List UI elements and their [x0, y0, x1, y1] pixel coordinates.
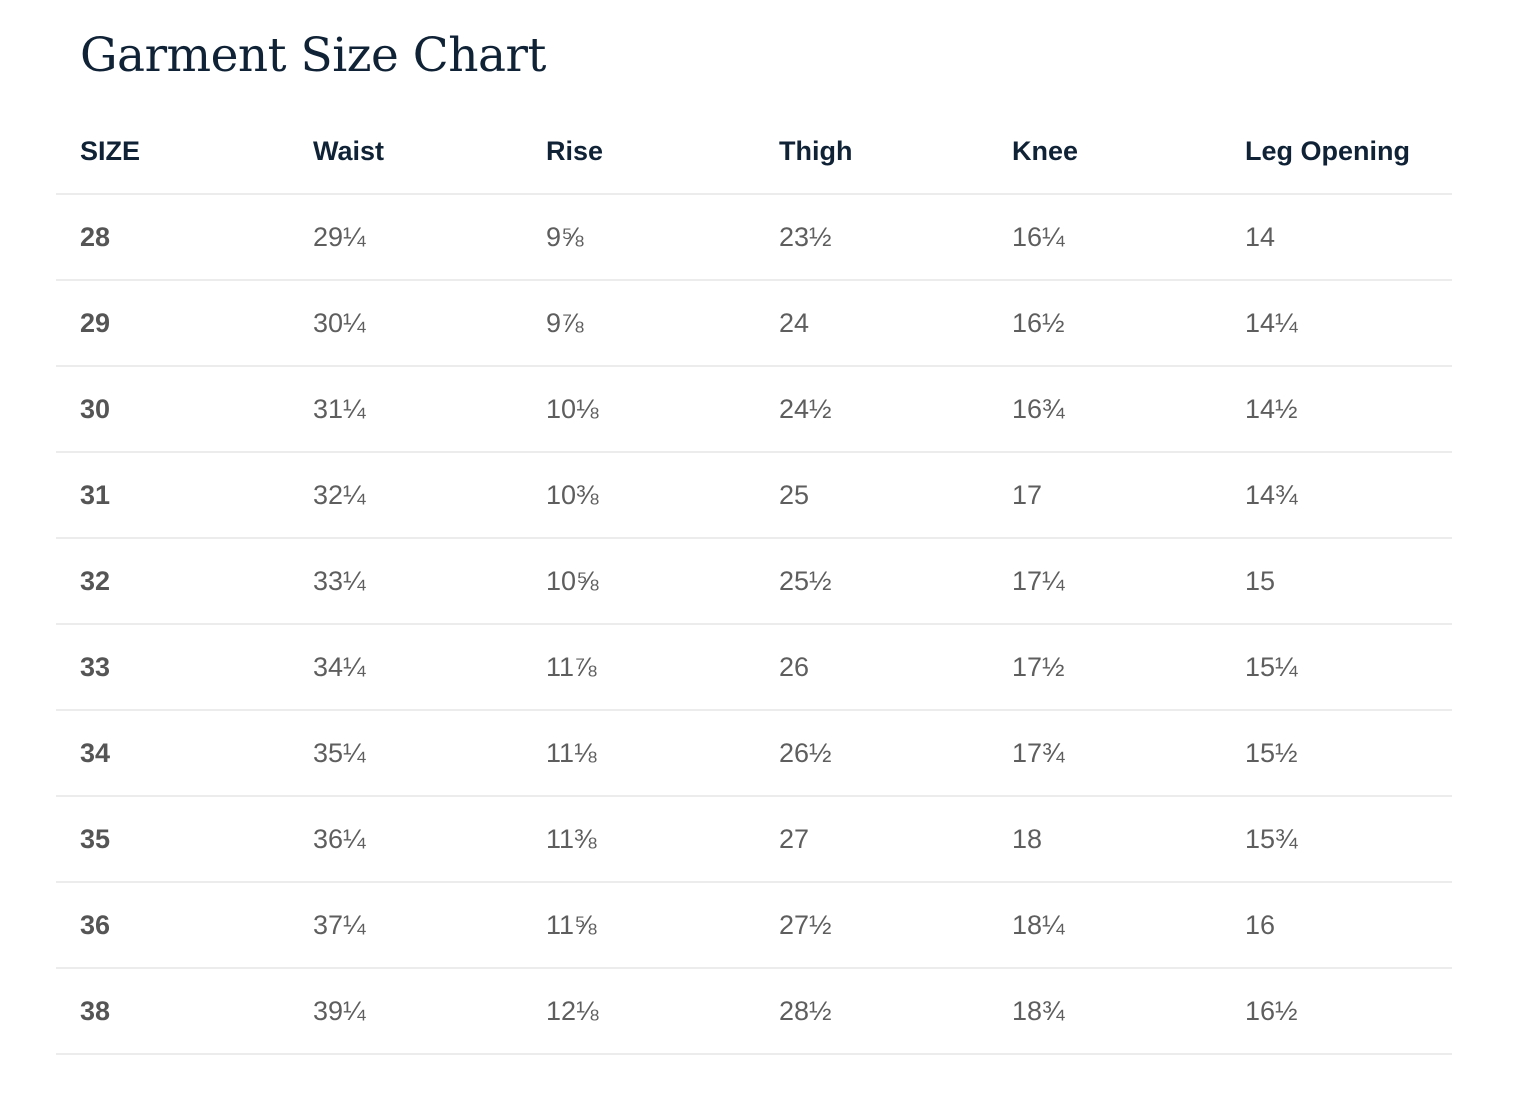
knee-cell: 17½: [988, 624, 1221, 711]
knee-cell: 18: [988, 796, 1221, 883]
table-row: 35 36¼ 11⅜ 27 18 15¾: [56, 796, 1452, 883]
leg-opening-cell: 14: [1221, 194, 1452, 281]
knee-cell: 18¼: [988, 882, 1221, 969]
rise-cell: 11⅛: [522, 710, 755, 797]
leg-opening-cell: 14½: [1221, 366, 1452, 453]
knee-cell: 16¾: [988, 366, 1221, 453]
thigh-cell: 28½: [755, 968, 988, 1055]
table-row: 31 32¼ 10⅜ 25 17 14¾: [56, 452, 1452, 539]
table-row: 33 34¼ 11⅞ 26 17½ 15¼: [56, 624, 1452, 711]
table-row: 30 31¼ 10⅛ 24½ 16¾ 14½: [56, 366, 1452, 453]
column-header-rise: Rise: [522, 110, 755, 195]
table-row: 38 39¼ 12⅛ 28½ 18¾ 16½: [56, 968, 1452, 1055]
column-header-thigh: Thigh: [755, 110, 988, 195]
leg-opening-cell: 16: [1221, 882, 1452, 969]
table-row: 28 29¼ 9⅝ 23½ 16¼ 14: [56, 194, 1452, 281]
waist-cell: 33¼: [289, 538, 522, 625]
size-cell: 33: [56, 624, 289, 711]
rise-cell: 11⅝: [522, 882, 755, 969]
knee-cell: 16½: [988, 280, 1221, 367]
leg-opening-cell: 15: [1221, 538, 1452, 625]
leg-opening-cell: 15¼: [1221, 624, 1452, 711]
table-row: 34 35¼ 11⅛ 26½ 17¾ 15½: [56, 710, 1452, 797]
size-chart-table: SIZE Waist Rise Thigh Knee Leg Opening 2…: [56, 110, 1452, 1055]
knee-cell: 18¾: [988, 968, 1221, 1055]
thigh-cell: 25½: [755, 538, 988, 625]
leg-opening-cell: 14¼: [1221, 280, 1452, 367]
waist-cell: 30¼: [289, 280, 522, 367]
column-header-leg-opening: Leg Opening: [1221, 110, 1452, 195]
column-header-waist: Waist: [289, 110, 522, 195]
thigh-cell: 27: [755, 796, 988, 883]
rise-cell: 12⅛: [522, 968, 755, 1055]
leg-opening-cell: 15¾: [1221, 796, 1452, 883]
knee-cell: 17: [988, 452, 1221, 539]
waist-cell: 37¼: [289, 882, 522, 969]
leg-opening-cell: 14¾: [1221, 452, 1452, 539]
size-cell: 35: [56, 796, 289, 883]
size-cell: 29: [56, 280, 289, 367]
knee-cell: 17¼: [988, 538, 1221, 625]
thigh-cell: 27½: [755, 882, 988, 969]
waist-cell: 39¼: [289, 968, 522, 1055]
page-title: Garment Size Chart: [80, 28, 546, 83]
size-cell: 34: [56, 710, 289, 797]
size-cell: 28: [56, 194, 289, 281]
rise-cell: 9⅝: [522, 194, 755, 281]
waist-cell: 32¼: [289, 452, 522, 539]
column-header-size: SIZE: [56, 110, 289, 195]
size-cell: 36: [56, 882, 289, 969]
thigh-cell: 26½: [755, 710, 988, 797]
size-cell: 38: [56, 968, 289, 1055]
leg-opening-cell: 16½: [1221, 968, 1452, 1055]
rise-cell: 11⅜: [522, 796, 755, 883]
waist-cell: 31¼: [289, 366, 522, 453]
thigh-cell: 23½: [755, 194, 988, 281]
waist-cell: 29¼: [289, 194, 522, 281]
column-header-knee: Knee: [988, 110, 1221, 195]
rise-cell: 10⅝: [522, 538, 755, 625]
table-header-row: SIZE Waist Rise Thigh Knee Leg Opening: [56, 110, 1452, 195]
knee-cell: 16¼: [988, 194, 1221, 281]
size-cell: 31: [56, 452, 289, 539]
table-row: 29 30¼ 9⅞ 24 16½ 14¼: [56, 280, 1452, 367]
rise-cell: 10⅜: [522, 452, 755, 539]
waist-cell: 36¼: [289, 796, 522, 883]
rise-cell: 9⅞: [522, 280, 755, 367]
size-cell: 30: [56, 366, 289, 453]
size-cell: 32: [56, 538, 289, 625]
table-row: 32 33¼ 10⅝ 25½ 17¼ 15: [56, 538, 1452, 625]
rise-cell: 11⅞: [522, 624, 755, 711]
thigh-cell: 25: [755, 452, 988, 539]
waist-cell: 34¼: [289, 624, 522, 711]
thigh-cell: 26: [755, 624, 988, 711]
thigh-cell: 24: [755, 280, 988, 367]
knee-cell: 17¾: [988, 710, 1221, 797]
rise-cell: 10⅛: [522, 366, 755, 453]
waist-cell: 35¼: [289, 710, 522, 797]
thigh-cell: 24½: [755, 366, 988, 453]
table-row: 36 37¼ 11⅝ 27½ 18¼ 16: [56, 882, 1452, 969]
leg-opening-cell: 15½: [1221, 710, 1452, 797]
